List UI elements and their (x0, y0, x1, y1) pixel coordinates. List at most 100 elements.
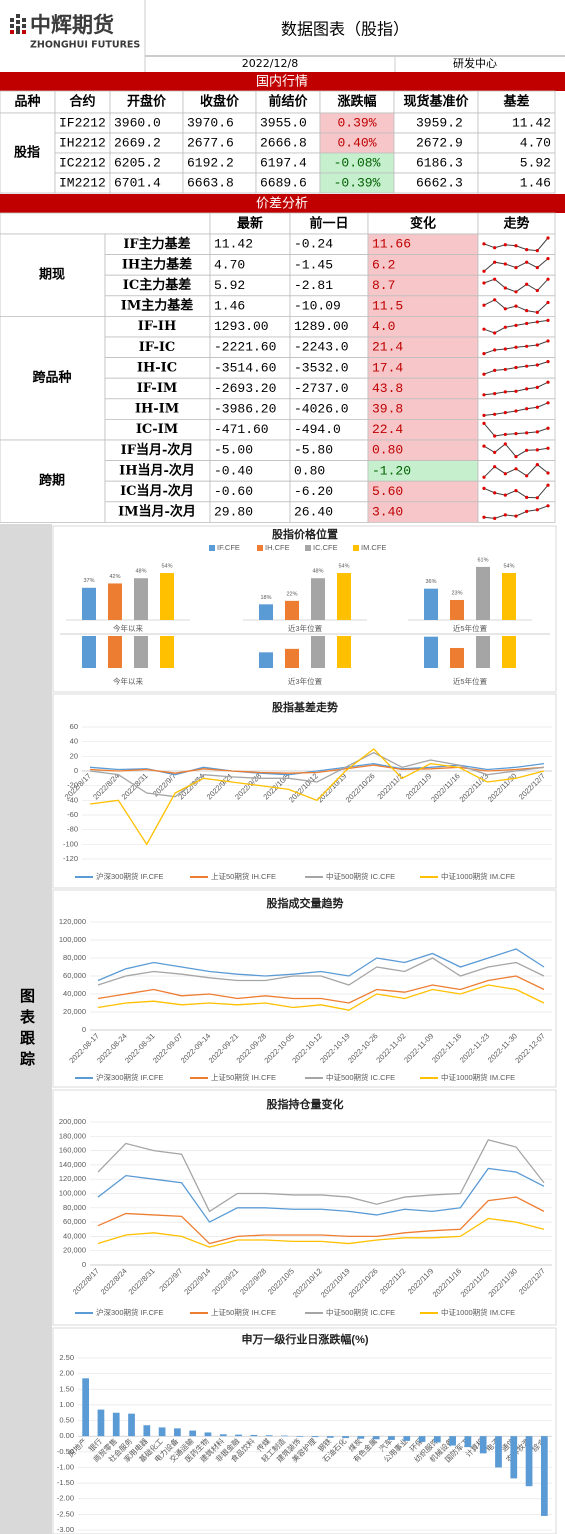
cell-value: -0.08% (334, 155, 381, 170)
cell (477, 254, 556, 276)
charts: 股指价格位置37%42%48%54%今年以来今年以来18%22%48%54%近3… (52, 525, 557, 1534)
sparkline-dot (546, 446, 550, 450)
previous: 1289.00 (294, 319, 349, 334)
legend-swatch (257, 545, 263, 551)
change: 0.80 (372, 443, 403, 458)
y-tick-label: -1.50 (57, 1478, 74, 1487)
latest: 1.46 (214, 299, 245, 314)
bar (108, 636, 122, 668)
chart-frame (52, 889, 557, 1088)
sparkline-dot (514, 432, 518, 436)
bar (424, 588, 438, 620)
x-tick-label: 近3年位置 (288, 623, 323, 633)
sparkline-dot (493, 392, 497, 396)
data-label: 61% (477, 557, 488, 563)
sparkline-dot (525, 321, 529, 326)
column-header: 基差 (502, 94, 529, 110)
previous: -3532.0 (294, 360, 349, 375)
bar (433, 1436, 441, 1443)
change: 11.5 (372, 299, 403, 314)
sparkline-dot (514, 514, 518, 518)
bar (479, 1436, 487, 1454)
sparkline-dot (514, 244, 518, 248)
latest: -3514.60 (214, 360, 276, 375)
change: 17.4 (372, 360, 403, 375)
legend-label: IH.CFE (265, 543, 290, 552)
sparkline-dot (493, 331, 497, 335)
cell-value: 6197.4 (260, 155, 307, 170)
change: 5.60 (372, 484, 403, 499)
bar (128, 1413, 135, 1437)
bar (311, 636, 325, 668)
bar (160, 573, 174, 620)
sparkline-dot (535, 463, 539, 467)
bar (281, 1435, 288, 1437)
sparkline-dot (493, 260, 497, 264)
chart-frame (52, 693, 557, 889)
y-tick-label: -2.50 (57, 1509, 74, 1518)
sparkline-dot (482, 421, 486, 425)
sparkline-dot (503, 286, 507, 290)
bar (219, 1434, 227, 1437)
previous: -10.09 (294, 299, 341, 314)
cell-value: 5.92 (520, 155, 551, 170)
x-tick-label: 近3年位置 (288, 676, 323, 686)
y-tick-label: 0.00 (59, 1431, 74, 1440)
sparkline-dot (482, 352, 486, 356)
latest: 11.42 (214, 237, 253, 252)
previous: -2737.0 (294, 381, 349, 396)
y-tick-label: 120,000 (59, 917, 86, 926)
bar (450, 647, 464, 668)
sparkline-dot (535, 363, 539, 367)
change: -1.20 (372, 463, 411, 478)
cell-value: IF2212 (59, 115, 106, 130)
line-series (97, 984, 545, 1011)
column-header: 涨跌幅 (336, 94, 376, 110)
change: 3.40 (372, 505, 403, 520)
cell-value: -0.39% (334, 175, 381, 190)
cell-value: 6205.2 (114, 155, 161, 170)
data-label: 54% (338, 563, 349, 569)
cell (477, 172, 556, 194)
cell-value: 6663.8 (187, 175, 234, 190)
sparkline-dot (525, 260, 529, 264)
group-label: 跨期 (39, 474, 65, 489)
sparkline-dot (546, 318, 550, 322)
y-tick-label: -60 (67, 810, 78, 819)
row-label: IH-IM (135, 402, 179, 417)
sparkline-dot (503, 307, 507, 311)
bar (337, 636, 351, 668)
cell-value: 0.39% (337, 115, 376, 130)
sparkline-dot (535, 496, 539, 500)
sparkline-dot (493, 277, 497, 281)
bar (418, 1436, 426, 1442)
data-label: 48% (312, 569, 323, 575)
y-tick-label: 0 (74, 766, 78, 775)
row-label: IC主力基差 (123, 277, 191, 293)
bar (296, 1436, 304, 1437)
bar (495, 1436, 502, 1468)
logo-icon (10, 14, 26, 34)
bar (134, 578, 148, 620)
y-tick-label: -0.50 (57, 1447, 74, 1456)
bar (158, 1427, 166, 1437)
column-header: 品种 (14, 94, 40, 110)
row-label: IH主力基差 (122, 256, 192, 272)
y-tick-label: 2.00 (59, 1369, 74, 1378)
sparkline-dot (535, 320, 539, 324)
sparkline-dot (525, 282, 529, 286)
sparkline-dot (525, 344, 529, 348)
row-label: IH当月-次月 (119, 462, 195, 478)
legend-label: IF.CFE (217, 543, 240, 552)
column-header: 收盘价 (200, 94, 240, 110)
y-tick-label: 80,000 (63, 953, 86, 962)
cell-value: 6186.3 (416, 155, 463, 170)
data-label: 22% (286, 591, 297, 597)
cropped-copy (82, 636, 516, 668)
sparkline-dot (493, 298, 497, 302)
line-series (97, 1196, 545, 1245)
y-tick-label: 160,000 (59, 1146, 86, 1155)
chart-title: 股指持仓量变化 (267, 1097, 344, 1111)
sparkline-dot (525, 407, 529, 411)
